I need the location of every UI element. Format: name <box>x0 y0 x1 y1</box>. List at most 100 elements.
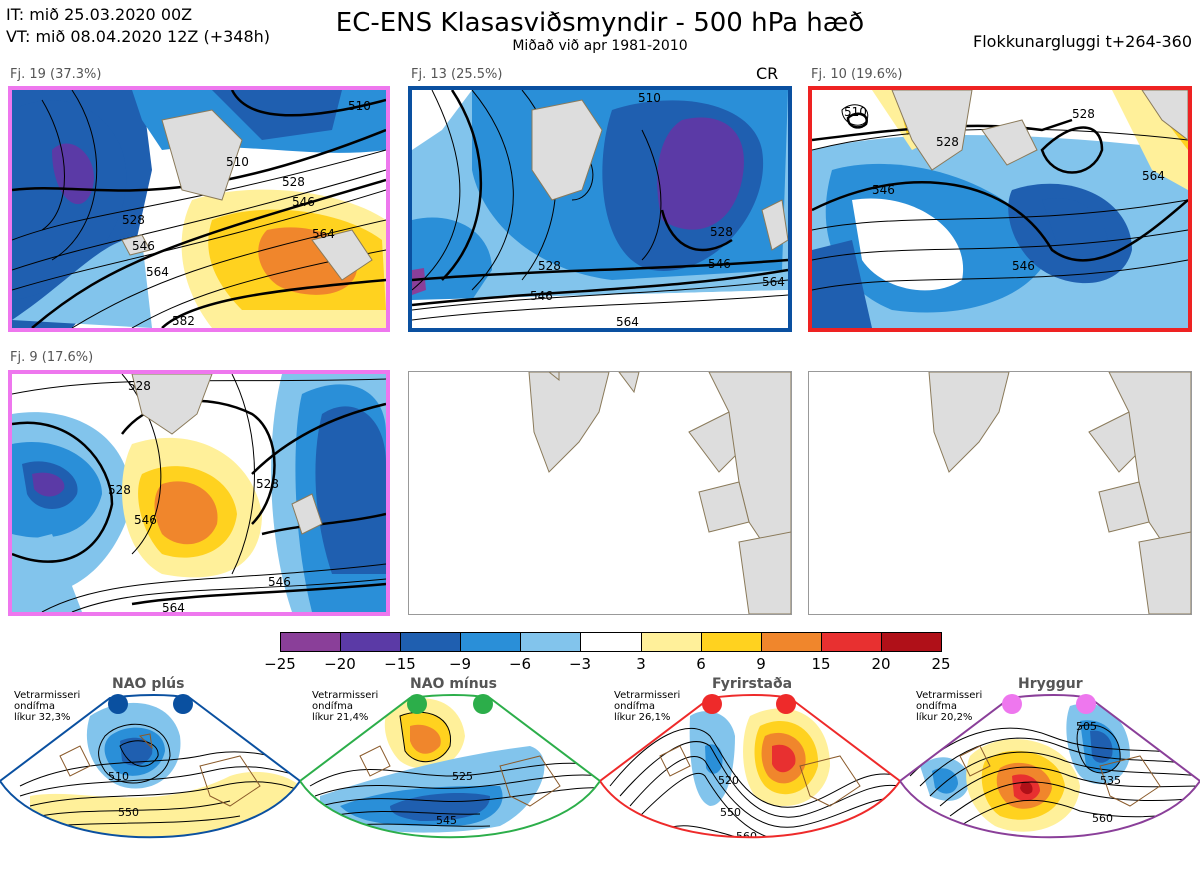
regime-sub: Vetrarmisseri ondífma líkur 32,3% <box>14 690 81 723</box>
regime-sub: Vetrarmisseri ondífma líkur 21,4% <box>312 690 379 723</box>
regime-contour: 560 <box>1092 812 1113 825</box>
regime-contour: 525 <box>452 770 473 783</box>
p2-contour-528b: 528 <box>710 225 733 239</box>
p3-contour-510: 510 <box>844 105 867 119</box>
panel-3-label: Fj. 10 (19.6%) <box>811 67 903 82</box>
vt-line: VT: mið 08.04.2020 12Z (+348h) <box>6 27 271 46</box>
colorbar-tick: 15 <box>811 655 831 673</box>
regime-ridge: Hryggur Vetrarmisseri ondífma líkur 20,2… <box>900 676 1200 871</box>
regime-nao-minus: NAO mínus Vetrarmisseri ondífma líkur 21… <box>300 676 600 871</box>
regime-dot <box>108 694 128 714</box>
cluster-map-2: 528 546 564 510 528 546 564 <box>408 86 792 332</box>
colorbar-tick: −15 <box>384 655 416 673</box>
colorbar-tick: −3 <box>568 655 592 673</box>
colorbar-swatch <box>761 633 822 651</box>
p2-contour-510: 510 <box>638 91 661 105</box>
regime-nao-plus: NAO plús Vetrarmisseri ondífma líkur 32,… <box>0 676 300 871</box>
panel-1-label: Fj. 19 (37.3%) <box>10 67 102 82</box>
p1-contour-582: 582 <box>172 314 195 328</box>
p1-contour-564: 564 <box>312 227 335 241</box>
p1-contour-528: 528 <box>282 175 305 189</box>
colorbar-tick: 20 <box>871 655 891 673</box>
regime-contour: 510 <box>108 770 129 783</box>
cluster-map-3: 510 528 546 528 546 564 <box>808 86 1192 332</box>
colorbar-tick: 3 <box>636 655 646 673</box>
p3-contour-528b: 528 <box>1072 107 1095 121</box>
colorbar-swatch <box>281 633 342 651</box>
p4-contour-528: 528 <box>128 379 151 393</box>
p4-contour-528c: 528 <box>256 477 279 491</box>
p3-contour-528: 528 <box>936 135 959 149</box>
regime-title: Fyrirstaða <box>712 676 793 692</box>
colorbar-tick: 9 <box>756 655 766 673</box>
colorbar-tick: 6 <box>696 655 706 673</box>
empty-map-6 <box>808 371 1192 615</box>
page-title: EC-ENS Klasasviðsmyndir - 500 hPa hæð <box>335 8 865 38</box>
colorbar-swatch <box>641 633 702 651</box>
colorbar-tick: 25 <box>931 655 951 673</box>
regime-contour: 535 <box>1100 774 1121 787</box>
regime-contour: 545 <box>436 814 457 827</box>
p2-contour-564: 564 <box>616 315 639 328</box>
cluster-map-4-svg: 528 546 564 528 546 528 <box>12 374 386 612</box>
page-subtitle: Miðað við apr 1981-2010 <box>512 38 688 54</box>
p1-contour-510: 510 <box>226 155 249 169</box>
regime-map: 520 550 560 <box>600 694 900 843</box>
window-label: Flokkunargluggi t+264-360 <box>973 32 1192 51</box>
colorbar-tick: −6 <box>508 655 532 673</box>
colorbar-swatch <box>341 633 402 651</box>
empty-map-6-svg <box>809 372 1191 614</box>
panel-2-label: Fj. 13 (25.5%) <box>411 67 503 82</box>
regime-dot <box>776 694 796 714</box>
regime-sub: Vetrarmisseri ondífma líkur 20,2% <box>916 690 983 723</box>
regime-map: 525 545 565 <box>300 694 600 861</box>
p3-contour-546b: 546 <box>1012 259 1035 273</box>
regime-dot <box>702 694 722 714</box>
regime-contour: 565 <box>444 848 465 861</box>
regime-dot <box>1076 694 1096 714</box>
colorbar-swatch <box>881 633 942 651</box>
colorbar-swatch <box>461 633 522 651</box>
cluster-map-4: 528 546 564 528 546 528 <box>8 370 390 616</box>
empty-map-5 <box>408 371 792 615</box>
p1-contour-546: 546 <box>292 195 315 209</box>
p3-contour-546: 546 <box>872 183 895 197</box>
p3-contour-564: 564 <box>1142 169 1165 183</box>
p2-contour-564b: 564 <box>762 275 785 289</box>
colorbar-tick: −20 <box>324 655 356 673</box>
colorbar-swatch <box>521 633 582 651</box>
p4-contour-528b: 528 <box>108 483 131 497</box>
empty-map-5-svg <box>409 372 791 614</box>
regime-dot <box>1002 694 1022 714</box>
regime-contour: 520 <box>718 774 739 787</box>
regime-title: NAO mínus <box>410 676 497 692</box>
p4-contour-546: 546 <box>134 513 157 527</box>
p4-contour-564: 564 <box>162 601 185 612</box>
regime-title: Hryggur <box>1018 676 1083 692</box>
cluster-map-3-svg: 510 528 546 528 546 564 <box>812 90 1188 328</box>
p4-contour-546b: 546 <box>268 575 291 589</box>
colorbar-swatch <box>821 633 882 651</box>
colorbar-swatch <box>701 633 762 651</box>
regime-dot <box>407 694 427 714</box>
regime-sub: Vetrarmisseri ondífma líkur 26,1% <box>614 690 681 723</box>
p1-contour-546b: 546 <box>132 239 155 253</box>
regime-title: NAO plús <box>112 676 185 692</box>
regime-contour: 550 <box>720 806 741 819</box>
regime-dot <box>173 694 193 714</box>
it-line: IT: mið 25.03.2020 00Z <box>6 5 193 24</box>
p2-contour-546: 546 <box>530 289 553 303</box>
colorbar-swatch <box>401 633 462 651</box>
colorbar-tick: −25 <box>264 655 296 673</box>
colorbar-swatch <box>581 633 642 651</box>
regime-contour: 560 <box>736 830 757 843</box>
colorbar-tick: −9 <box>448 655 472 673</box>
regime-blocking: Fyrirstaða Vetrarmisseri ondífma líkur 2… <box>600 676 900 871</box>
p2-contour-528: 528 <box>538 259 561 273</box>
cluster-map-1: 510 528 546 564 582 510 528 546 564 <box>8 86 390 332</box>
regime-map: 510 550 <box>0 694 300 839</box>
cluster-map-1-svg: 510 528 546 564 582 510 528 546 564 <box>12 90 386 328</box>
regime-contour: 505 <box>1076 720 1097 733</box>
panel-2-tag: CR <box>756 64 779 83</box>
panel-4-label: Fj. 9 (17.6%) <box>10 350 94 365</box>
